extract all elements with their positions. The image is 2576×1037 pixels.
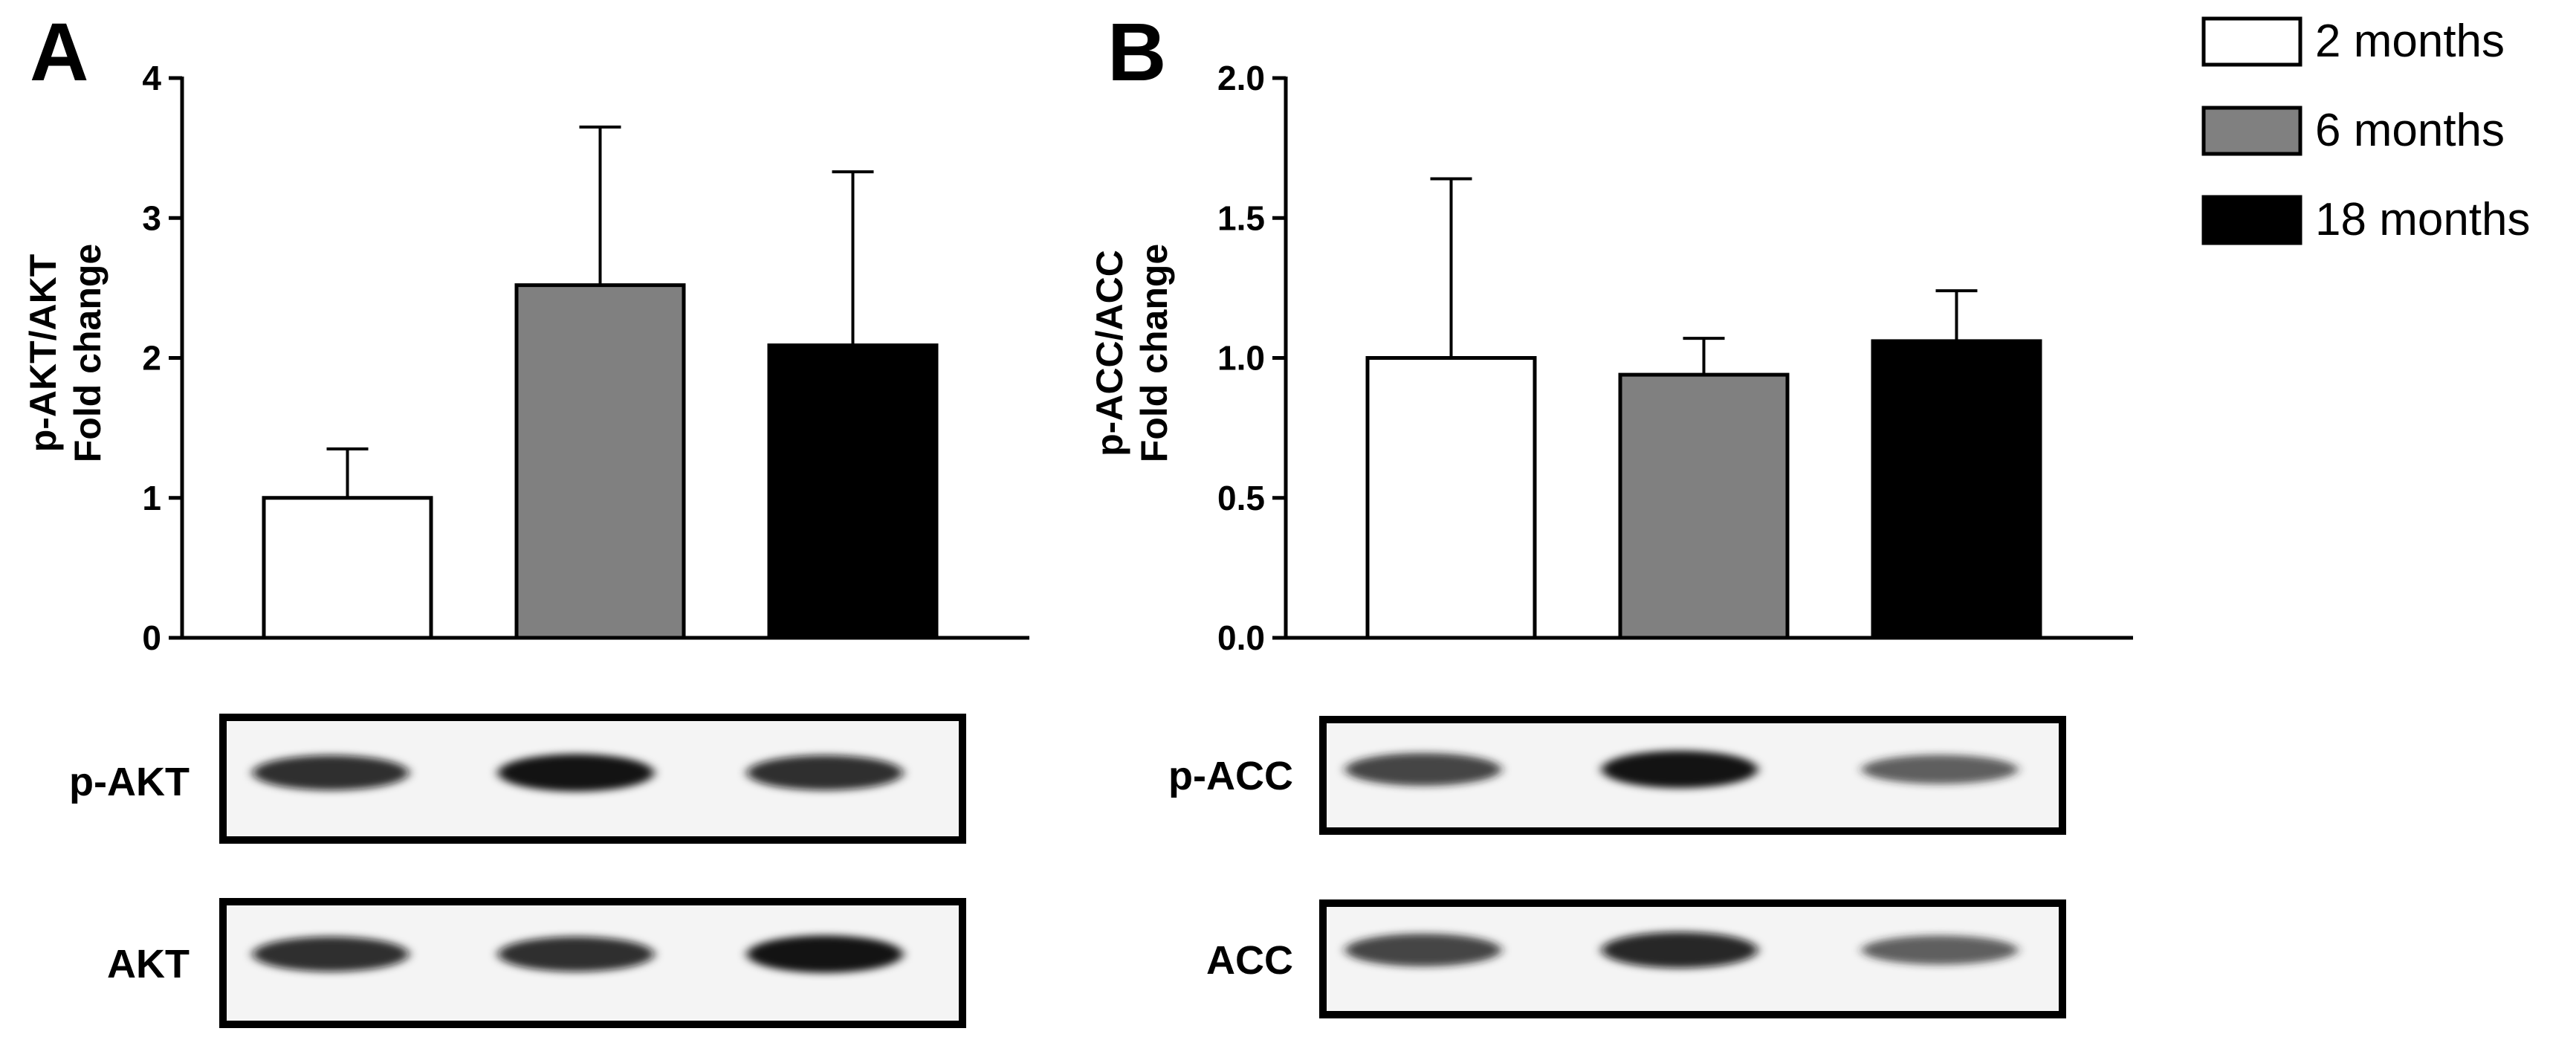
blot-band	[1602, 931, 1758, 969]
blot-band	[1862, 935, 2018, 965]
y-ticks-a: 0 1 2 3 4	[142, 59, 182, 657]
blot-band	[747, 755, 903, 791]
blot-label-p-akt: p-AKT	[69, 760, 190, 804]
bar-2-months	[1365, 356, 1537, 640]
y-tick-label: 0.0	[1217, 618, 1265, 657]
blot-label-akt: AKT	[107, 942, 190, 986]
legend-swatch-18-months	[2201, 195, 2302, 245]
blot-strip-akt	[219, 898, 966, 1028]
legend-label-6-months: 6 months	[2315, 105, 2505, 156]
y-tick-label: 2	[142, 339, 161, 378]
y-tick-label: 0	[142, 618, 161, 657]
blot-band	[498, 754, 654, 792]
legend-swatch-6-months	[2201, 106, 2302, 156]
blot-band	[1862, 755, 2018, 784]
legend-label-2-months: 2 months	[2315, 16, 2505, 67]
panel-b: B p-ACC/ACC Fold change 0.0 0.5 1.0 1.5 2.0	[1089, 7, 2133, 657]
bar-6-months	[514, 283, 686, 640]
panel-label-b: B	[1107, 7, 1166, 98]
panel-a: A p-AKT/AKT Fold change 0 1 2 3 4	[22, 7, 1029, 657]
y-ticks-b: 0.0 0.5 1.0 1.5 2.0	[1217, 59, 1286, 657]
legend-label-18-months: 18 months	[2315, 194, 2531, 245]
blot-strip-p-akt	[219, 714, 966, 844]
blot-band	[1345, 934, 1501, 966]
bar-6-months	[1618, 372, 1790, 640]
blot-strip-acc	[1319, 899, 2066, 1018]
ylabel-b-line2: Fold change	[1133, 244, 1175, 462]
blot-band	[1602, 750, 1758, 789]
blots-b: p-ACC ACC	[1168, 716, 2066, 1018]
bar-2-months	[262, 496, 433, 640]
legend-swatch-2-months	[2201, 16, 2302, 67]
y-tick-label: 1.5	[1217, 198, 1265, 237]
blots-a: p-AKT AKT	[69, 714, 966, 1028]
blot-band	[253, 936, 409, 972]
blot-band	[253, 755, 409, 791]
ylabel-b-line1: p-ACC/ACC	[1089, 250, 1130, 456]
blot-band	[747, 935, 903, 973]
bars-a	[262, 125, 939, 640]
y-tick-label: 0.5	[1217, 479, 1265, 517]
legend: 2 months 6 months 18 months	[2201, 16, 2531, 245]
blot-strip-p-acc	[1319, 716, 2066, 835]
ylabel-a-line2: Fold change	[67, 244, 109, 462]
panel-label-a: A	[30, 7, 88, 98]
y-tick-label: 4	[142, 59, 161, 97]
blot-label-p-acc: p-ACC	[1168, 754, 1293, 798]
blot-label-acc: ACC	[1206, 938, 1293, 983]
blot-band	[498, 936, 654, 972]
bars-b	[1365, 177, 2042, 640]
ylabel-a-line1: p-AKT/AKT	[22, 254, 64, 453]
y-tick-label: 1	[142, 479, 161, 517]
y-tick-label: 2.0	[1217, 59, 1265, 97]
y-tick-label: 3	[142, 198, 161, 237]
bar-18-months	[767, 343, 939, 640]
blot-band	[1345, 753, 1501, 786]
bar-18-months	[1871, 339, 2042, 640]
y-tick-label: 1.0	[1217, 339, 1265, 378]
